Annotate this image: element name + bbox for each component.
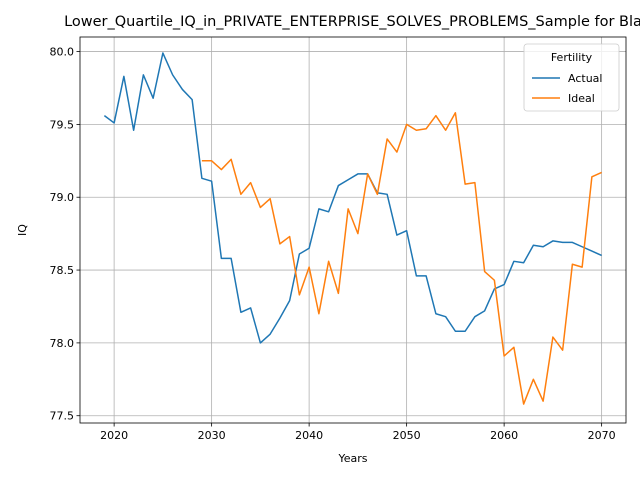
series-layer bbox=[103, 52, 602, 405]
x-tick-label: 2020 bbox=[100, 429, 128, 442]
legend-box bbox=[523, 43, 620, 112]
legend-label-actual: Actual bbox=[568, 72, 602, 85]
y-tick-label: 79.5 bbox=[50, 118, 75, 131]
x-tick-label: 2070 bbox=[588, 429, 616, 442]
y-tick-label: 80.0 bbox=[50, 46, 75, 59]
legend: Fertility Actual Ideal bbox=[523, 43, 620, 112]
y-axis-label: IQ bbox=[16, 224, 29, 236]
y-tick-label: 78.5 bbox=[50, 264, 75, 277]
x-tick-label: 2050 bbox=[393, 429, 421, 442]
legend-title: Fertility bbox=[551, 51, 593, 64]
series-line-actual bbox=[103, 52, 602, 344]
x-tick-label: 2030 bbox=[198, 429, 226, 442]
series-line-ideal bbox=[201, 111, 602, 405]
y-tick-label: 78.0 bbox=[50, 337, 75, 350]
legend-label-ideal: Ideal bbox=[568, 92, 595, 105]
x-tick-label: 2060 bbox=[490, 429, 518, 442]
x-tick-label: 2040 bbox=[295, 429, 323, 442]
chart-title: Lower_Quartile_IQ_in_PRIVATE_ENTERPRISE_… bbox=[64, 14, 640, 30]
plot-area-frame bbox=[79, 36, 627, 424]
y-tick-label: 77.5 bbox=[50, 410, 75, 423]
y-tick-label: 79.0 bbox=[50, 191, 75, 204]
x-axis-label: Years bbox=[337, 452, 367, 465]
axis-ticks: 2020 2030 2040 2050 2060 2070 77.5 78.0 78.5 79.0… bbox=[50, 46, 616, 442]
